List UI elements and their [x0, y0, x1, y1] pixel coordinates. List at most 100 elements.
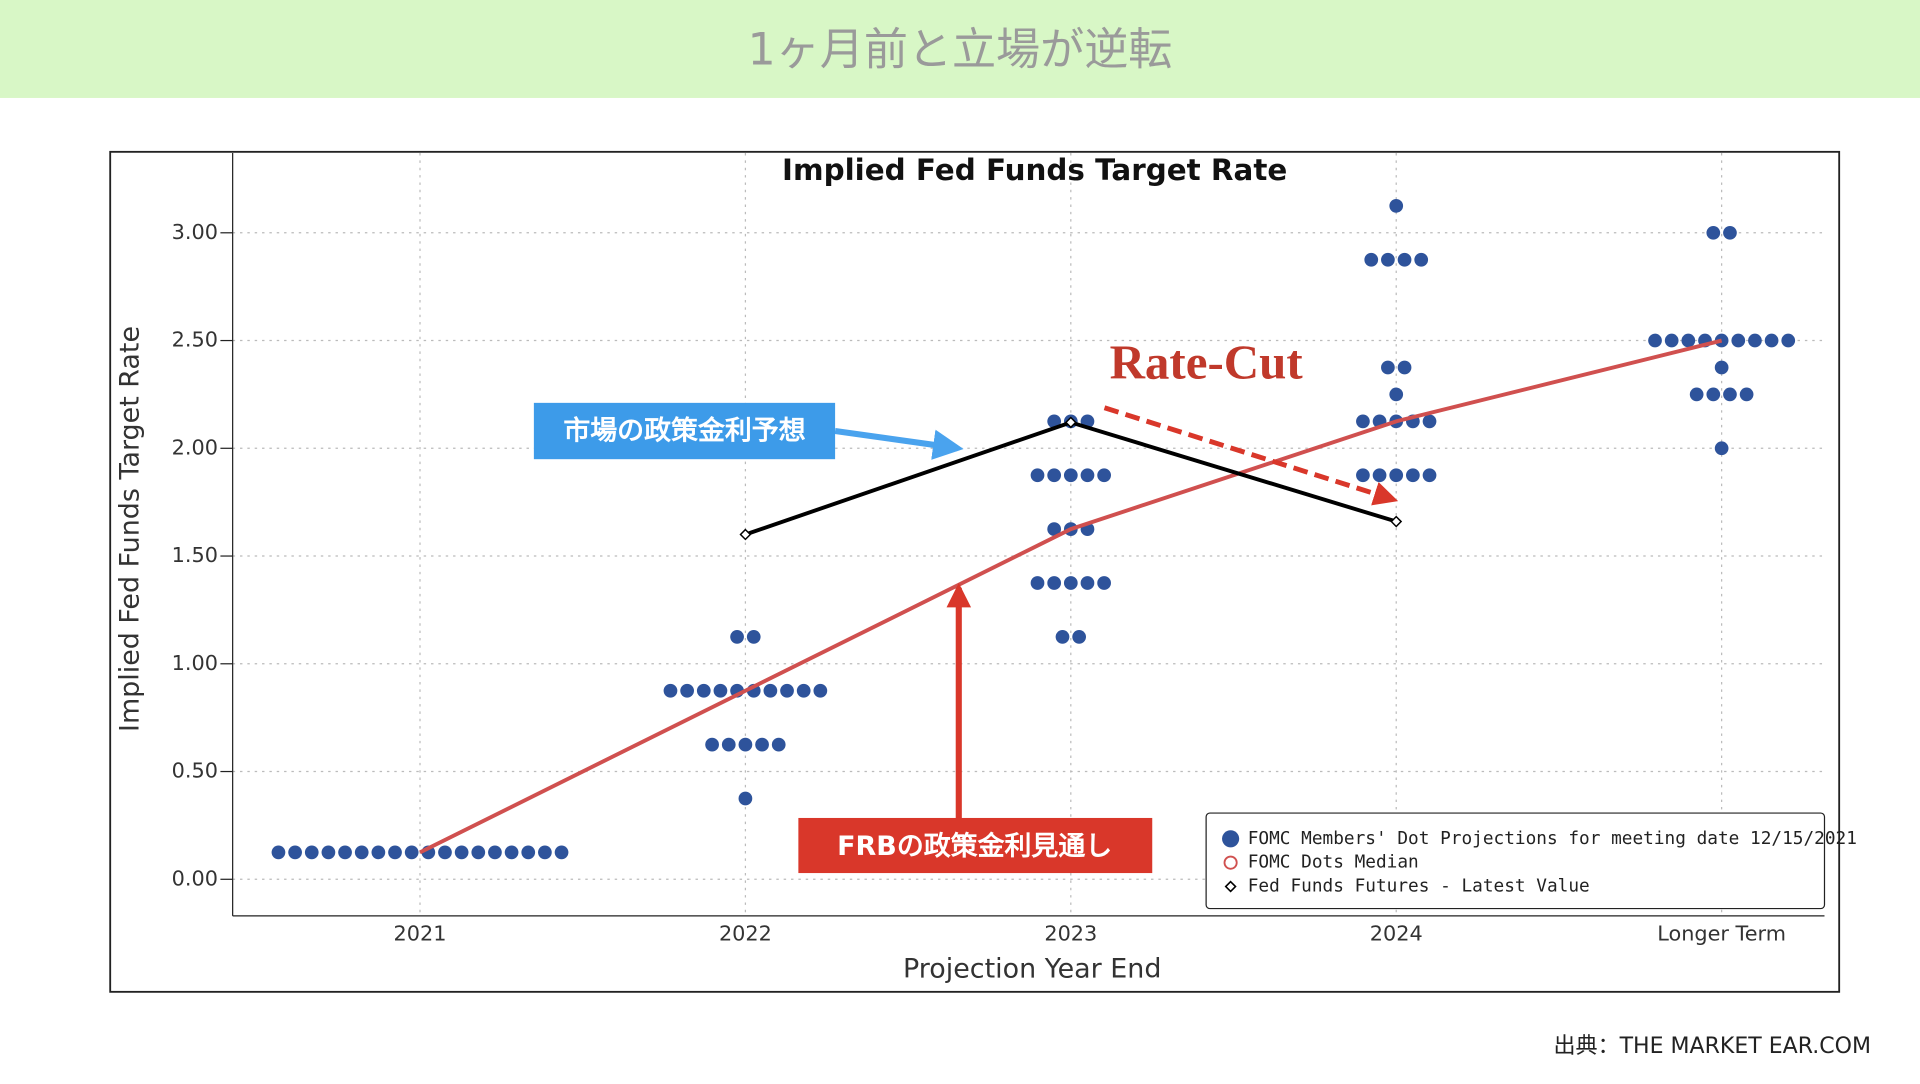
arrow [1103, 405, 1399, 506]
dot [538, 845, 552, 860]
y-tick-label: 0.50 [172, 759, 218, 783]
dot [1381, 252, 1395, 267]
dot [388, 845, 402, 860]
dot [1414, 252, 1429, 267]
dot [1389, 199, 1404, 213]
dot [755, 737, 769, 752]
dot [1055, 629, 1070, 644]
dot [354, 845, 369, 860]
dot [1389, 468, 1404, 483]
dot [663, 683, 678, 698]
annotation-box [798, 817, 1153, 874]
dot [1739, 387, 1754, 402]
y-tick-label: 1.50 [172, 543, 218, 567]
dot [1714, 441, 1729, 456]
y-tick-label: 2.00 [172, 435, 218, 459]
legend-marker [1222, 830, 1240, 848]
dot [554, 845, 569, 860]
dot [454, 845, 469, 860]
dot [1714, 360, 1729, 375]
dot [1030, 576, 1045, 590]
dot [796, 683, 811, 698]
dot [1356, 468, 1370, 483]
plot: 0.00 0.50 1.00 1.50 2.00 2.50 3.00 2021 2022 2023… [172, 153, 1825, 945]
dot [680, 683, 694, 698]
dot [696, 683, 711, 698]
dot [1397, 252, 1412, 267]
x-axis-label: Projection Year End [903, 953, 1161, 984]
dot [730, 629, 744, 644]
dot [1097, 576, 1111, 590]
dot [1047, 414, 1062, 429]
dot [1080, 576, 1095, 590]
dot [304, 845, 319, 860]
annotation: 市場の政策金利予想 [563, 415, 805, 447]
header-bar [0, 0, 1920, 98]
dot [1664, 333, 1679, 348]
dot [1706, 225, 1721, 240]
dot [1063, 468, 1078, 483]
dot [338, 845, 352, 860]
dot [1681, 333, 1696, 348]
dot [1397, 360, 1412, 375]
dot [488, 845, 502, 860]
marker [1064, 416, 1077, 429]
legend [1205, 812, 1826, 910]
dot [1389, 387, 1404, 402]
legend-label: FOMC Dots Median [1248, 853, 1419, 873]
dot [1422, 414, 1437, 429]
dot [1356, 414, 1370, 429]
marker [739, 528, 752, 541]
legend-label: FOMC Members' Dot Projections for meetin… [1248, 829, 1857, 849]
dot [738, 791, 753, 806]
dot [738, 737, 753, 752]
dot [1422, 468, 1437, 483]
dot [1648, 333, 1662, 348]
dot [1731, 333, 1746, 348]
dot [1781, 333, 1796, 348]
dot [746, 629, 761, 644]
dot [1072, 629, 1086, 644]
slide-title: 1ヶ月前と立場が逆転 [748, 25, 1173, 76]
x-tick-label: 2021 [394, 921, 447, 945]
dot [780, 683, 794, 698]
y-axis-label: Implied Fed Funds Target Rate [115, 326, 146, 732]
dot [1063, 576, 1078, 590]
dot [371, 845, 386, 860]
dot [1030, 468, 1045, 483]
dot [713, 683, 728, 698]
dot [471, 845, 486, 860]
x-tick-label: 2022 [719, 921, 772, 945]
dot [763, 683, 778, 698]
dot [1372, 468, 1387, 483]
dot [813, 683, 828, 698]
legend-marker [1224, 880, 1237, 893]
y-tick-label: 2.50 [172, 328, 218, 352]
arrow [834, 427, 964, 460]
dot [504, 845, 519, 860]
dot [721, 737, 736, 752]
dot [521, 845, 536, 860]
dot [1381, 360, 1395, 375]
y-tick-label: 0.00 [172, 866, 218, 890]
y-tick-label: 1.00 [172, 651, 218, 675]
source: 出典：THE MARKET EAR.COM [1554, 1034, 1872, 1059]
dot [771, 737, 786, 752]
annotation: Rate-Cut [1110, 335, 1304, 390]
dot [1748, 333, 1762, 348]
dot [1047, 576, 1062, 590]
annotation-box [533, 402, 836, 460]
dot [1764, 333, 1779, 348]
dot [271, 845, 286, 860]
annotation: FRBの政策金利見通し [837, 830, 1112, 862]
legend-marker [1223, 855, 1238, 870]
dot [404, 845, 419, 860]
dot [1047, 468, 1062, 483]
x-tick-label: 2024 [1370, 921, 1423, 945]
dot [1406, 468, 1420, 483]
x-tick-label: 2023 [1044, 921, 1097, 945]
dot [1080, 468, 1095, 483]
legend-label: Fed Funds Futures - Latest Value [1248, 877, 1590, 897]
